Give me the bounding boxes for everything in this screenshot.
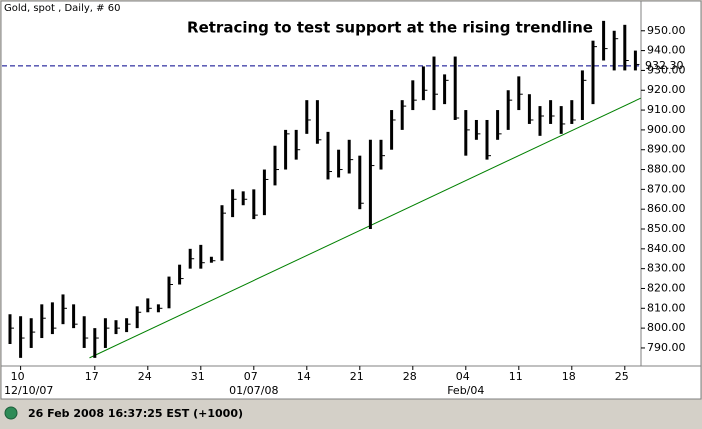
chart-header: Gold, spot , Daily, # 60	[4, 3, 120, 14]
trendline	[89, 97, 641, 359]
x-tick-label: 11	[509, 370, 523, 383]
y-tick-label: 930.00	[647, 63, 686, 76]
level-label: 932.30	[645, 59, 684, 72]
y-tick-label: 900.00	[647, 123, 686, 136]
y-tick-label: 800.00	[647, 321, 686, 334]
x-sublabel: 01/07/08	[229, 384, 278, 397]
y-tick-label: 920.00	[647, 83, 686, 96]
y-tick-label: 950.00	[647, 24, 686, 37]
x-tick-label: 28	[403, 370, 417, 383]
x-tick-label: 25	[615, 370, 629, 383]
x-tick-label: 10	[11, 370, 25, 383]
x-tick-label: 21	[350, 370, 364, 383]
y-tick-label: 850.00	[647, 222, 686, 235]
x-tick-label: 04	[456, 370, 470, 383]
chart-title: Retracing to test support at the rising …	[187, 19, 593, 37]
x-tick-label: 17	[85, 370, 99, 383]
y-tick-label: 880.00	[647, 163, 686, 176]
x-tick-label: 31	[191, 370, 205, 383]
status-text: 26 Feb 2008 16:37:25 EST (+1000)	[28, 407, 243, 420]
x-tick-label: 24	[138, 370, 152, 383]
y-tick-label: 840.00	[647, 242, 686, 255]
x-tick-label: 18	[562, 370, 576, 383]
y-tick-label: 860.00	[647, 202, 686, 215]
y-tick-label: 890.00	[647, 143, 686, 156]
x-sublabel: Feb/04	[447, 384, 484, 397]
y-tick-label: 810.00	[647, 301, 686, 314]
x-tick-label: 14	[297, 370, 311, 383]
y-tick-label: 910.00	[647, 103, 686, 116]
y-tick-label: 870.00	[647, 182, 686, 195]
y-tick-label: 830.00	[647, 262, 686, 275]
y-tick-label: 790.00	[647, 341, 686, 354]
x-sublabel: 12/10/07	[4, 384, 53, 397]
y-tick-label: 940.00	[647, 44, 686, 57]
status-icon	[4, 406, 18, 420]
x-tick-label: 07	[244, 370, 258, 383]
y-tick-label: 820.00	[647, 281, 686, 294]
panel	[0, 0, 702, 400]
